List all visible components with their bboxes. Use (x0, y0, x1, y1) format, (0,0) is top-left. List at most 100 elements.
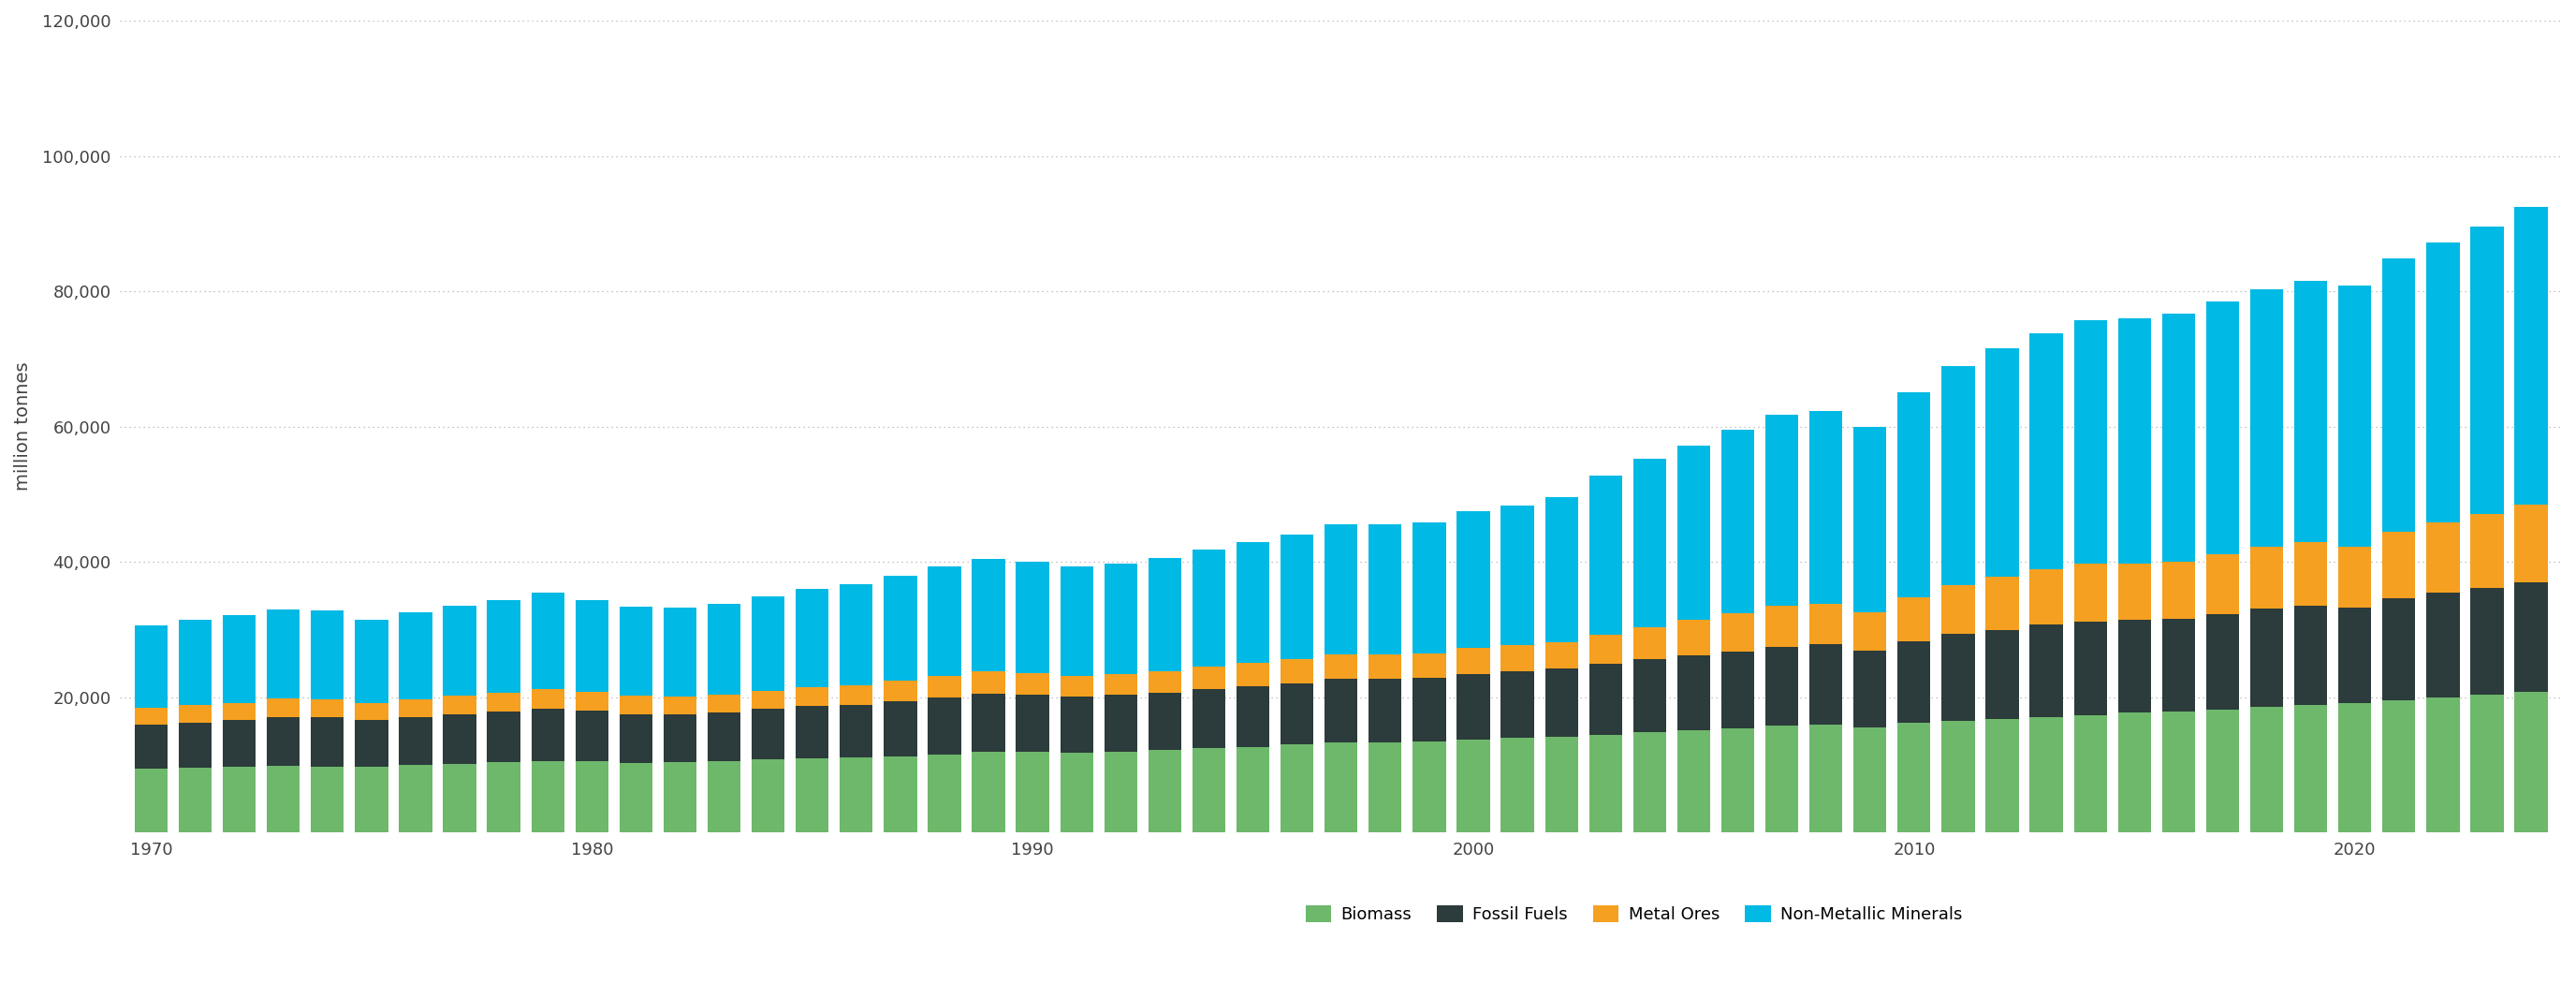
Bar (884, 681, 917, 702)
Bar (1942, 585, 1976, 634)
Bar (178, 767, 211, 832)
Bar (1412, 654, 1445, 678)
Bar (927, 676, 961, 698)
Bar (2514, 207, 2548, 504)
Bar (178, 723, 211, 767)
Bar (531, 709, 564, 760)
Bar (1324, 654, 1358, 679)
Bar (1986, 719, 2020, 832)
Bar (1061, 676, 1092, 697)
Bar (1677, 445, 1710, 620)
Bar (312, 611, 345, 700)
Bar (2161, 313, 2195, 561)
Bar (1149, 750, 1182, 832)
Bar (2205, 301, 2239, 555)
Bar (1808, 645, 1842, 725)
Bar (840, 705, 873, 757)
Bar (222, 616, 255, 703)
Bar (355, 721, 389, 767)
Bar (443, 763, 477, 832)
Bar (1280, 683, 1314, 745)
Bar (487, 712, 520, 762)
Bar (1149, 671, 1182, 693)
Bar (1855, 613, 1886, 651)
Bar (2427, 523, 2460, 593)
Bar (1015, 561, 1048, 673)
Bar (884, 702, 917, 756)
Bar (312, 766, 345, 832)
Bar (752, 597, 786, 691)
Bar (1942, 634, 1976, 721)
Bar (1721, 652, 1754, 729)
Bar (443, 696, 477, 715)
Bar (1589, 664, 1623, 735)
Bar (1061, 752, 1092, 832)
Bar (1105, 674, 1136, 695)
Bar (2249, 707, 2282, 832)
Bar (1458, 740, 1489, 832)
Bar (2249, 289, 2282, 547)
Bar (1677, 620, 1710, 656)
Bar (1149, 693, 1182, 750)
Bar (708, 760, 739, 832)
Bar (1368, 655, 1401, 679)
Bar (1589, 735, 1623, 832)
Bar (1502, 738, 1533, 832)
Bar (2074, 320, 2107, 564)
Bar (665, 762, 696, 832)
Bar (1633, 733, 1667, 832)
Bar (1280, 659, 1314, 683)
Bar (574, 692, 608, 711)
Bar (1986, 348, 2020, 577)
Bar (443, 715, 477, 763)
Bar (1324, 679, 1358, 743)
Bar (2427, 593, 2460, 698)
Bar (574, 761, 608, 832)
Bar (2295, 280, 2326, 542)
Bar (1721, 729, 1754, 832)
Bar (840, 584, 873, 685)
Bar (1412, 522, 1445, 654)
Bar (487, 600, 520, 693)
Bar (2470, 695, 2504, 832)
Bar (1193, 690, 1226, 748)
Bar (2383, 532, 2416, 599)
Bar (531, 593, 564, 690)
Bar (178, 620, 211, 705)
Bar (2074, 622, 2107, 715)
Bar (1855, 651, 1886, 728)
Bar (1412, 742, 1445, 832)
Bar (399, 717, 433, 764)
Bar (2383, 700, 2416, 832)
Bar (1193, 748, 1226, 832)
Bar (2030, 570, 2063, 625)
Bar (1899, 641, 1929, 723)
Bar (1105, 563, 1136, 674)
Bar (1986, 577, 2020, 630)
Bar (574, 600, 608, 692)
Bar (927, 754, 961, 832)
Bar (1589, 635, 1623, 664)
Bar (1942, 366, 1976, 585)
Bar (618, 607, 652, 696)
Bar (574, 711, 608, 761)
Bar (752, 759, 786, 832)
Bar (1899, 597, 1929, 641)
Bar (1633, 459, 1667, 627)
Bar (1808, 411, 1842, 604)
Bar (1458, 648, 1489, 674)
Bar (2295, 605, 2326, 705)
Bar (796, 707, 829, 758)
Bar (971, 672, 1005, 694)
Bar (1236, 687, 1270, 747)
Bar (927, 698, 961, 754)
Bar (134, 725, 167, 769)
Bar (1502, 645, 1533, 672)
Bar (2339, 285, 2372, 546)
Bar (796, 589, 829, 688)
Bar (1633, 660, 1667, 733)
Bar (2030, 333, 2063, 570)
Bar (840, 757, 873, 832)
Bar (1193, 549, 1226, 667)
Bar (1546, 642, 1579, 669)
